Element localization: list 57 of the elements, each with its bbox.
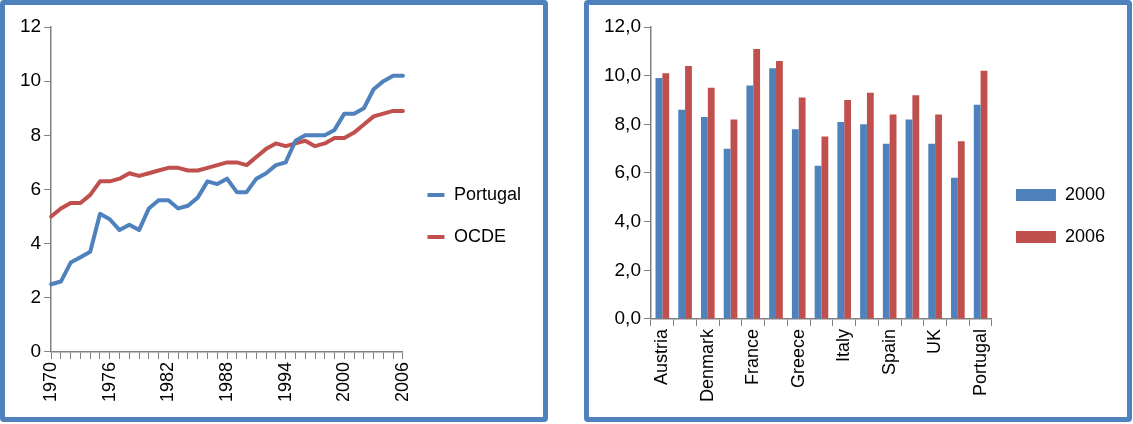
y-tick-label: 12 (19, 15, 42, 37)
y-tick-label: 0 (30, 340, 42, 362)
x-tick-label: 1970 (40, 361, 61, 402)
x-tick-label: 1982 (157, 361, 178, 402)
y-tick-label: 10,0 (604, 63, 641, 85)
bar (957, 141, 965, 319)
bar (685, 65, 692, 319)
x-tick-label: 1994 (274, 361, 295, 402)
x-tick-label: France (742, 328, 763, 386)
bar (798, 97, 806, 319)
bar (844, 100, 852, 319)
bar (951, 177, 958, 319)
x-tick-label: 2006 (391, 361, 412, 402)
x-tick-label: UK (924, 328, 945, 354)
x-tick-label: Italy (833, 328, 854, 362)
bar (837, 121, 845, 319)
bar (678, 109, 686, 319)
y-tick-label: 12,0 (604, 15, 641, 37)
bar (700, 117, 708, 319)
y-tick-label: 2,0 (614, 258, 641, 280)
legend-label: 2006 (1064, 225, 1105, 246)
bar (928, 143, 936, 319)
y-tick-label: 8 (30, 123, 42, 145)
bar (753, 48, 761, 319)
x-tick-label: Spain (878, 328, 899, 376)
bar (912, 95, 920, 319)
y-tick-label: 6 (30, 177, 42, 199)
x-tick-label: Denmark (696, 327, 717, 403)
y-tick-label: 6,0 (614, 161, 641, 183)
x-tick-label: 2000 (333, 361, 354, 402)
legend-label: OCDE (453, 225, 506, 246)
bar (860, 124, 867, 319)
x-tick-label: 1976 (98, 361, 119, 402)
bar (935, 114, 942, 319)
bar (791, 129, 799, 319)
bar (707, 87, 715, 319)
legend-label: 2000 (1064, 183, 1105, 204)
legend-label: Portugal (453, 183, 521, 204)
x-tick-label: Portugal (969, 328, 990, 397)
bar (776, 61, 783, 319)
bar (882, 143, 890, 319)
bar (973, 104, 981, 319)
y-tick-label: 0,0 (614, 307, 641, 329)
y-tick-label: 8,0 (614, 112, 641, 134)
y-tick-label: 2 (30, 286, 42, 308)
bar (769, 68, 777, 319)
y-tick-label: 4 (30, 231, 42, 253)
bar (723, 148, 731, 319)
x-tick-label: Greece (787, 328, 808, 389)
bar (746, 85, 754, 319)
x-tick-label: Austria (651, 328, 672, 386)
y-tick-label: 10 (19, 69, 42, 91)
bar (821, 136, 829, 319)
x-tick-label: 1988 (216, 361, 237, 402)
bar (866, 92, 874, 319)
y-tick-label: 4,0 (614, 209, 641, 231)
bar (662, 73, 670, 319)
